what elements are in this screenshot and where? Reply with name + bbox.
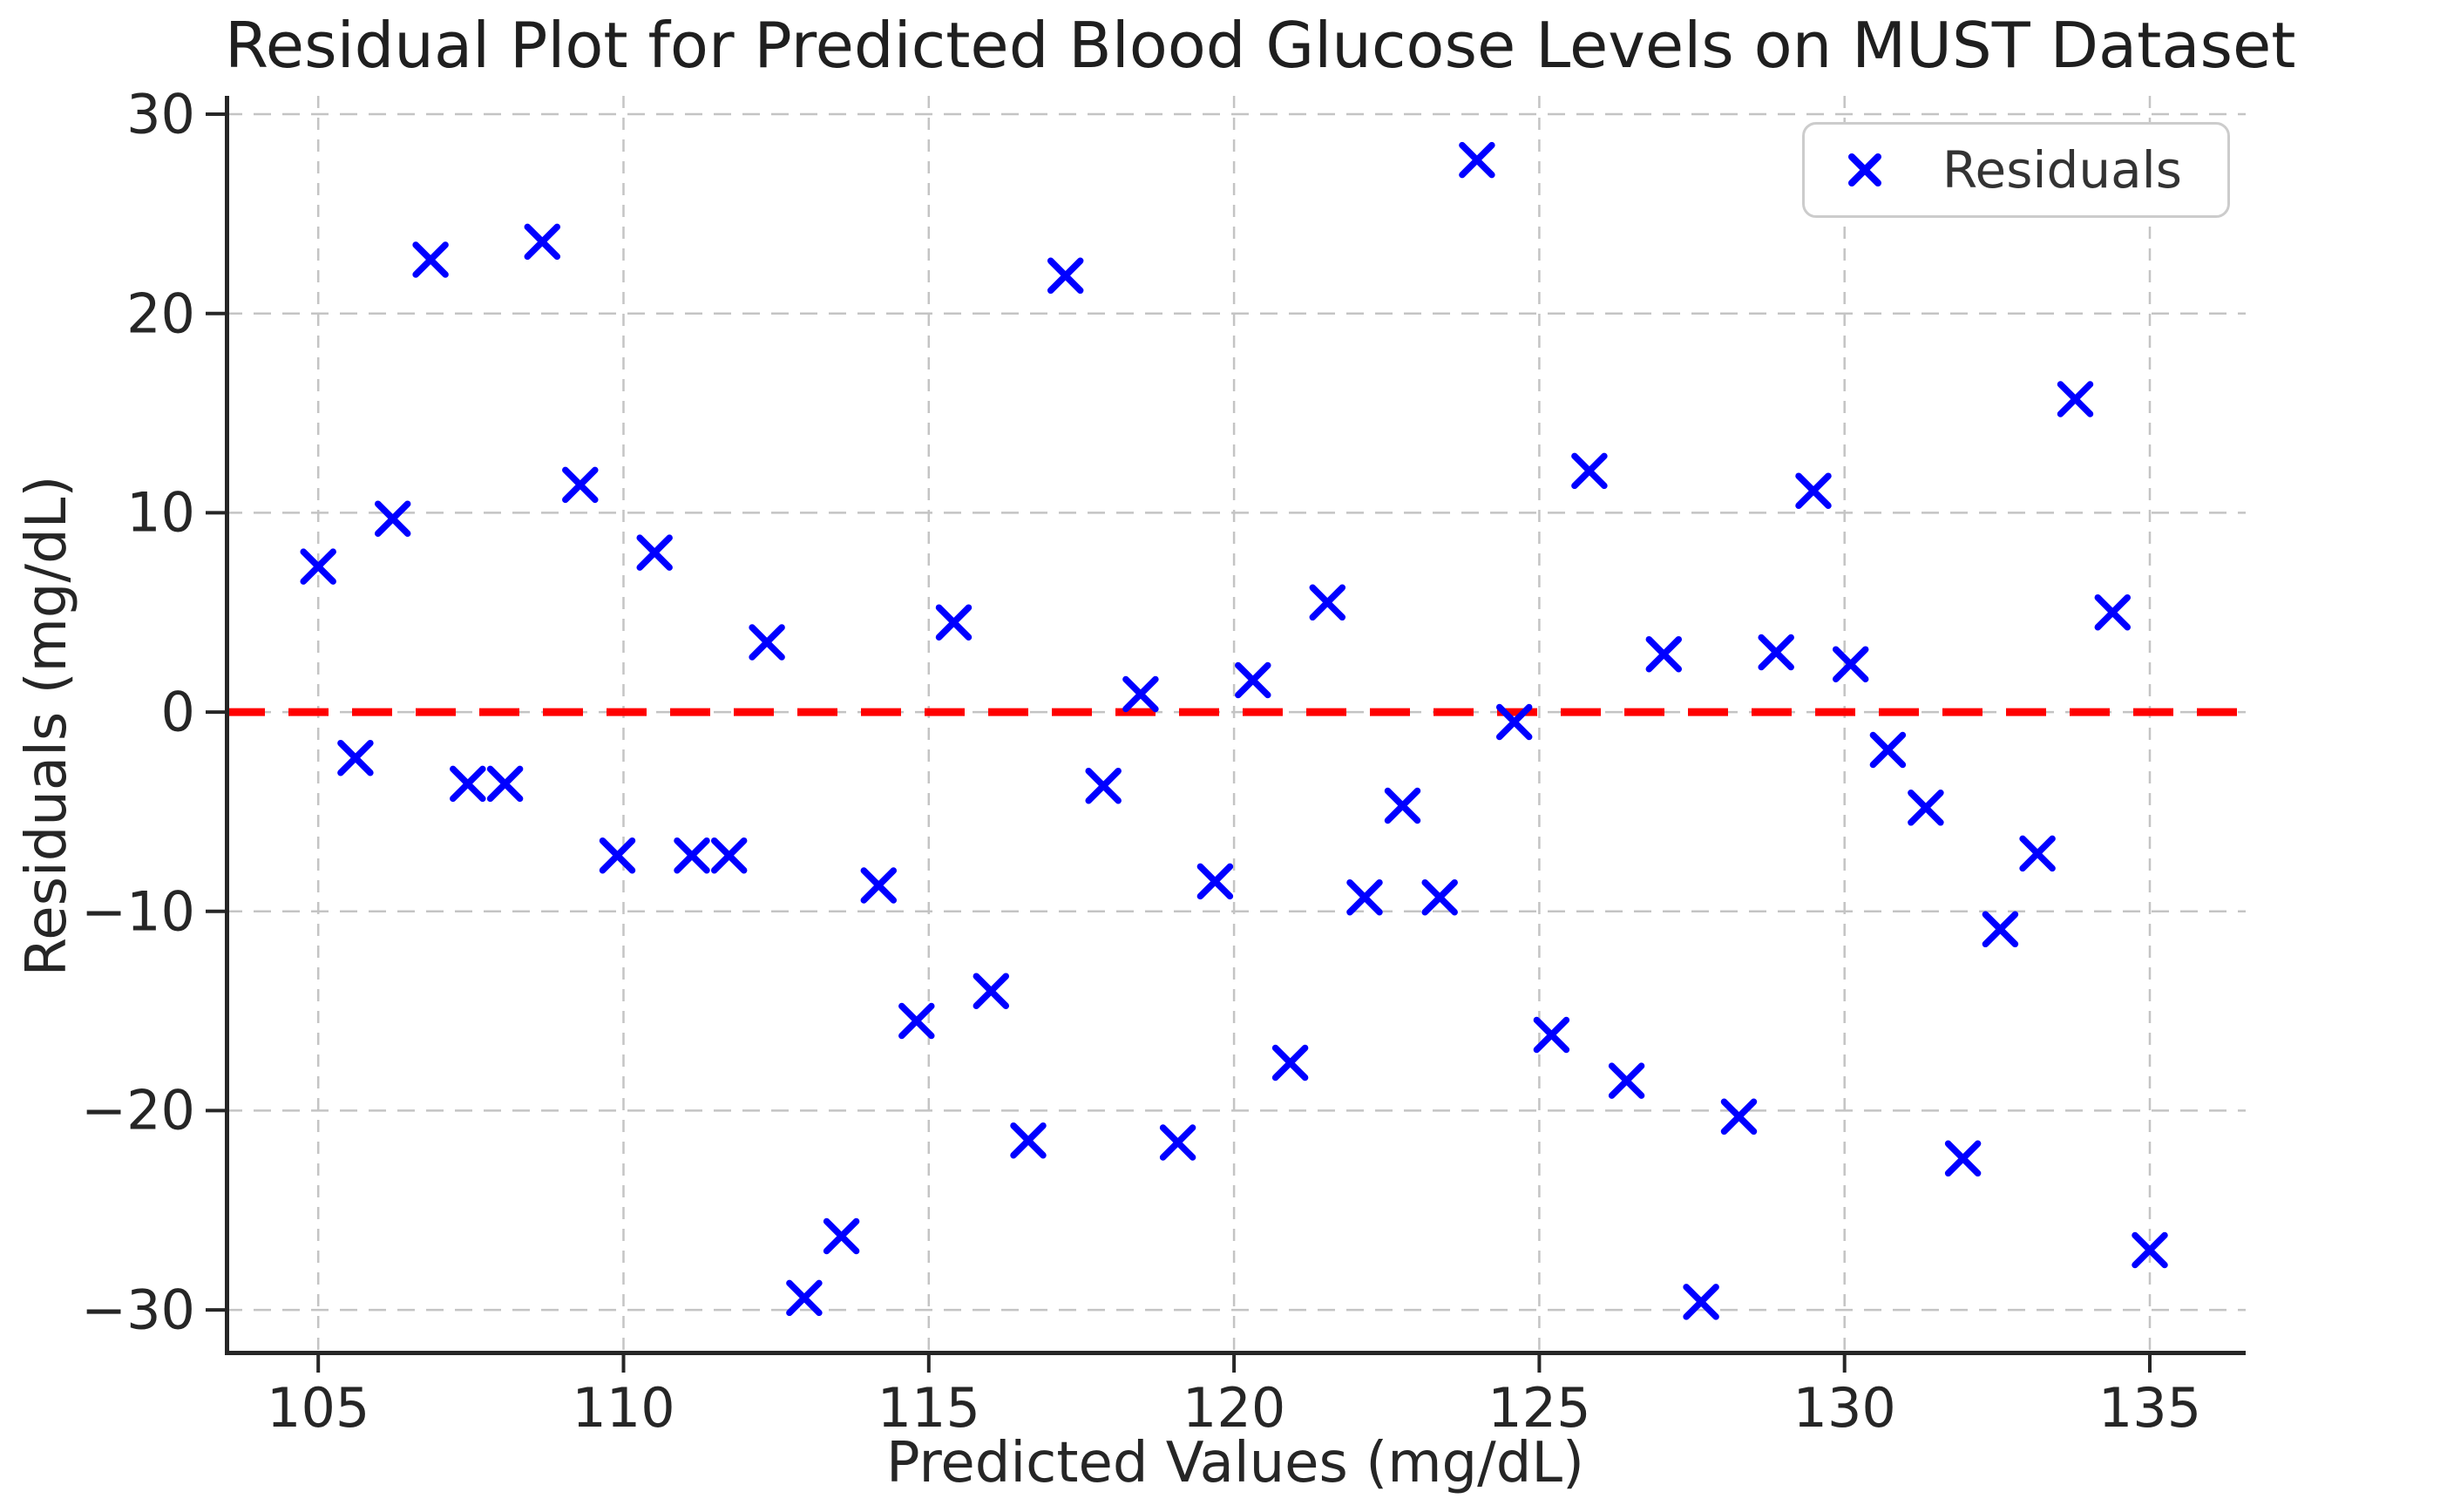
data-point bbox=[1495, 703, 1533, 741]
plot-canvas bbox=[206, 96, 2246, 1373]
data-point bbox=[1122, 675, 1159, 713]
data-point bbox=[1832, 646, 1869, 682]
x-tick-label: 120 bbox=[1182, 1376, 1286, 1440]
y-tick-label: 0 bbox=[160, 680, 195, 744]
data-point bbox=[1795, 472, 1832, 509]
x-marker-icon bbox=[1847, 153, 1881, 186]
data-point bbox=[1758, 634, 1794, 671]
x-tick-label: 115 bbox=[877, 1376, 980, 1440]
data-point bbox=[450, 765, 486, 803]
data-point bbox=[636, 534, 673, 571]
data-point bbox=[1421, 878, 1458, 916]
y-axis-label: Residuals (mg/dL) bbox=[15, 475, 79, 977]
data-point bbox=[1571, 452, 1608, 490]
data-point bbox=[1720, 1098, 1758, 1136]
data-point bbox=[786, 1279, 823, 1317]
data-point bbox=[524, 223, 561, 261]
data-point bbox=[1869, 731, 1907, 769]
data-point bbox=[1010, 1122, 1047, 1159]
data-point bbox=[1309, 584, 1346, 621]
data-point bbox=[674, 837, 710, 874]
y-tick-label: 10 bbox=[126, 480, 195, 545]
data-point bbox=[823, 1217, 860, 1255]
x-tick-label: 105 bbox=[267, 1376, 370, 1440]
data-point bbox=[973, 973, 1010, 1009]
data-point bbox=[1085, 767, 1122, 804]
data-point bbox=[1235, 661, 1271, 699]
data-point bbox=[1608, 1062, 1645, 1099]
data-point bbox=[1384, 787, 1421, 824]
data-point bbox=[1047, 257, 1084, 295]
data-point bbox=[2019, 835, 2056, 872]
x-tick-label: 130 bbox=[1793, 1376, 1896, 1440]
data-point bbox=[1271, 1044, 1309, 1081]
y-tick-label: 30 bbox=[126, 82, 195, 146]
data-point bbox=[1346, 878, 1383, 916]
data-point bbox=[1982, 911, 2019, 948]
data-point bbox=[710, 837, 748, 874]
data-point bbox=[1944, 1140, 1982, 1177]
data-point bbox=[2132, 1231, 2168, 1269]
data-point bbox=[749, 624, 785, 661]
y-tick-label: −30 bbox=[81, 1278, 195, 1342]
data-point bbox=[599, 837, 636, 874]
x-tick-label: 125 bbox=[1488, 1376, 1591, 1440]
data-point bbox=[486, 765, 524, 803]
x-tick-label: 135 bbox=[2098, 1376, 2202, 1440]
x-axis-label: Predicted Values (mg/dL) bbox=[886, 1431, 1584, 1495]
legend-label: Residuals bbox=[1942, 140, 2182, 200]
x-tick-label: 110 bbox=[572, 1376, 675, 1440]
data-point bbox=[1908, 790, 1944, 826]
data-point bbox=[1459, 141, 1495, 179]
data-point bbox=[935, 604, 973, 641]
data-point bbox=[2057, 381, 2094, 417]
data-point bbox=[1533, 1016, 1570, 1054]
data-point bbox=[898, 1002, 935, 1040]
y-tick-label: −10 bbox=[81, 879, 195, 944]
data-point bbox=[300, 548, 336, 585]
data-point bbox=[1645, 635, 1683, 673]
data-point bbox=[562, 466, 599, 504]
data-point bbox=[2094, 593, 2132, 631]
y-tick-label: −20 bbox=[81, 1078, 195, 1142]
data-point bbox=[1159, 1124, 1196, 1161]
data-point bbox=[337, 739, 374, 776]
data-point bbox=[860, 867, 898, 904]
data-point bbox=[374, 500, 411, 537]
data-point bbox=[1683, 1284, 1719, 1320]
data-point bbox=[412, 241, 449, 278]
y-tick-label: 20 bbox=[126, 281, 195, 346]
legend: Residuals bbox=[1801, 122, 2230, 218]
chart-title: Residual Plot for Predicted Blood Glucos… bbox=[225, 9, 2296, 82]
data-point bbox=[1196, 863, 1234, 900]
plot-area: Residuals 105 110 115 120 125 130 135 30 20 10 0 −1… bbox=[81, 83, 2246, 1440]
